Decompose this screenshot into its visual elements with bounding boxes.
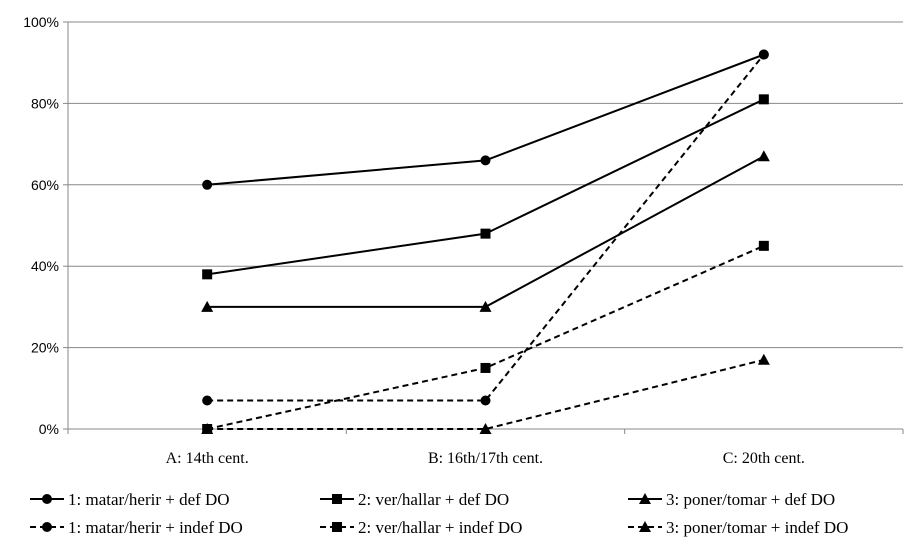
data-point — [201, 300, 214, 312]
data-point — [332, 494, 342, 504]
data-point — [480, 395, 491, 406]
data-point — [639, 521, 651, 532]
series — [201, 353, 770, 434]
data-point — [202, 395, 213, 406]
series — [202, 49, 769, 406]
data-point — [758, 49, 769, 60]
data-point — [201, 423, 214, 434]
series-lines — [201, 49, 770, 434]
data-point — [758, 240, 769, 251]
x-tick-label: A: 14th cent. — [166, 450, 249, 467]
data-point — [757, 150, 770, 162]
data-point — [758, 94, 769, 105]
y-tick-label: 60% — [31, 177, 59, 193]
y-tick-label: 40% — [31, 258, 59, 274]
legend-item: 1: matar/herir + def DO — [30, 490, 230, 509]
y-tick-label: 100% — [23, 14, 59, 30]
grid-lines — [68, 21, 903, 349]
y-tick-label: 0% — [39, 421, 59, 437]
series-line — [207, 358, 765, 430]
series — [202, 94, 769, 280]
data-point — [479, 423, 492, 434]
data-point — [757, 353, 770, 365]
data-point — [639, 493, 651, 504]
legend-label: 2: ver/hallar + def DO — [358, 490, 509, 509]
legend: 1: matar/herir + def DO 2: ver/hallar + d… — [30, 490, 848, 537]
data-point — [42, 522, 52, 532]
legend-item: 2: ver/hallar + indef DO — [320, 518, 522, 537]
data-point — [202, 179, 213, 190]
series-line — [207, 98, 765, 276]
legend-item: 3: poner/tomar + def DO — [628, 490, 835, 509]
data-point — [202, 269, 213, 280]
legend-item: 3: poner/tomar + indef DO — [628, 518, 848, 537]
data-point — [479, 300, 492, 312]
y-tick-label: 80% — [31, 95, 59, 111]
x-tick-label: B: 16th/17th cent. — [428, 450, 543, 467]
series-line — [207, 53, 765, 402]
data-point — [42, 494, 52, 504]
legend-label: 1: matar/herir + def DO — [68, 490, 230, 509]
series — [201, 150, 770, 312]
y-axis-tick-labels: 0% 20% 40% 60% 80% 100% — [23, 14, 59, 437]
series — [202, 49, 769, 190]
y-tick-label: 20% — [31, 340, 59, 356]
data-point — [480, 362, 491, 373]
data-point — [332, 522, 342, 532]
data-point — [480, 155, 491, 166]
legend-label: 2: ver/hallar + indef DO — [358, 518, 522, 537]
data-point — [480, 228, 491, 239]
x-tick-label: C: 20th cent. — [723, 450, 805, 467]
legend-label: 3: poner/tomar + indef DO — [666, 518, 848, 537]
legend-item: 2: ver/hallar + def DO — [320, 490, 509, 509]
legend-item: 1: matar/herir + indef DO — [30, 518, 243, 537]
x-axis-tick-labels: A: 14th cent. B: 16th/17th cent. C: 20th c… — [166, 450, 805, 467]
legend-label: 1: matar/herir + indef DO — [68, 518, 243, 537]
legend-label: 3: poner/tomar + def DO — [666, 490, 835, 509]
